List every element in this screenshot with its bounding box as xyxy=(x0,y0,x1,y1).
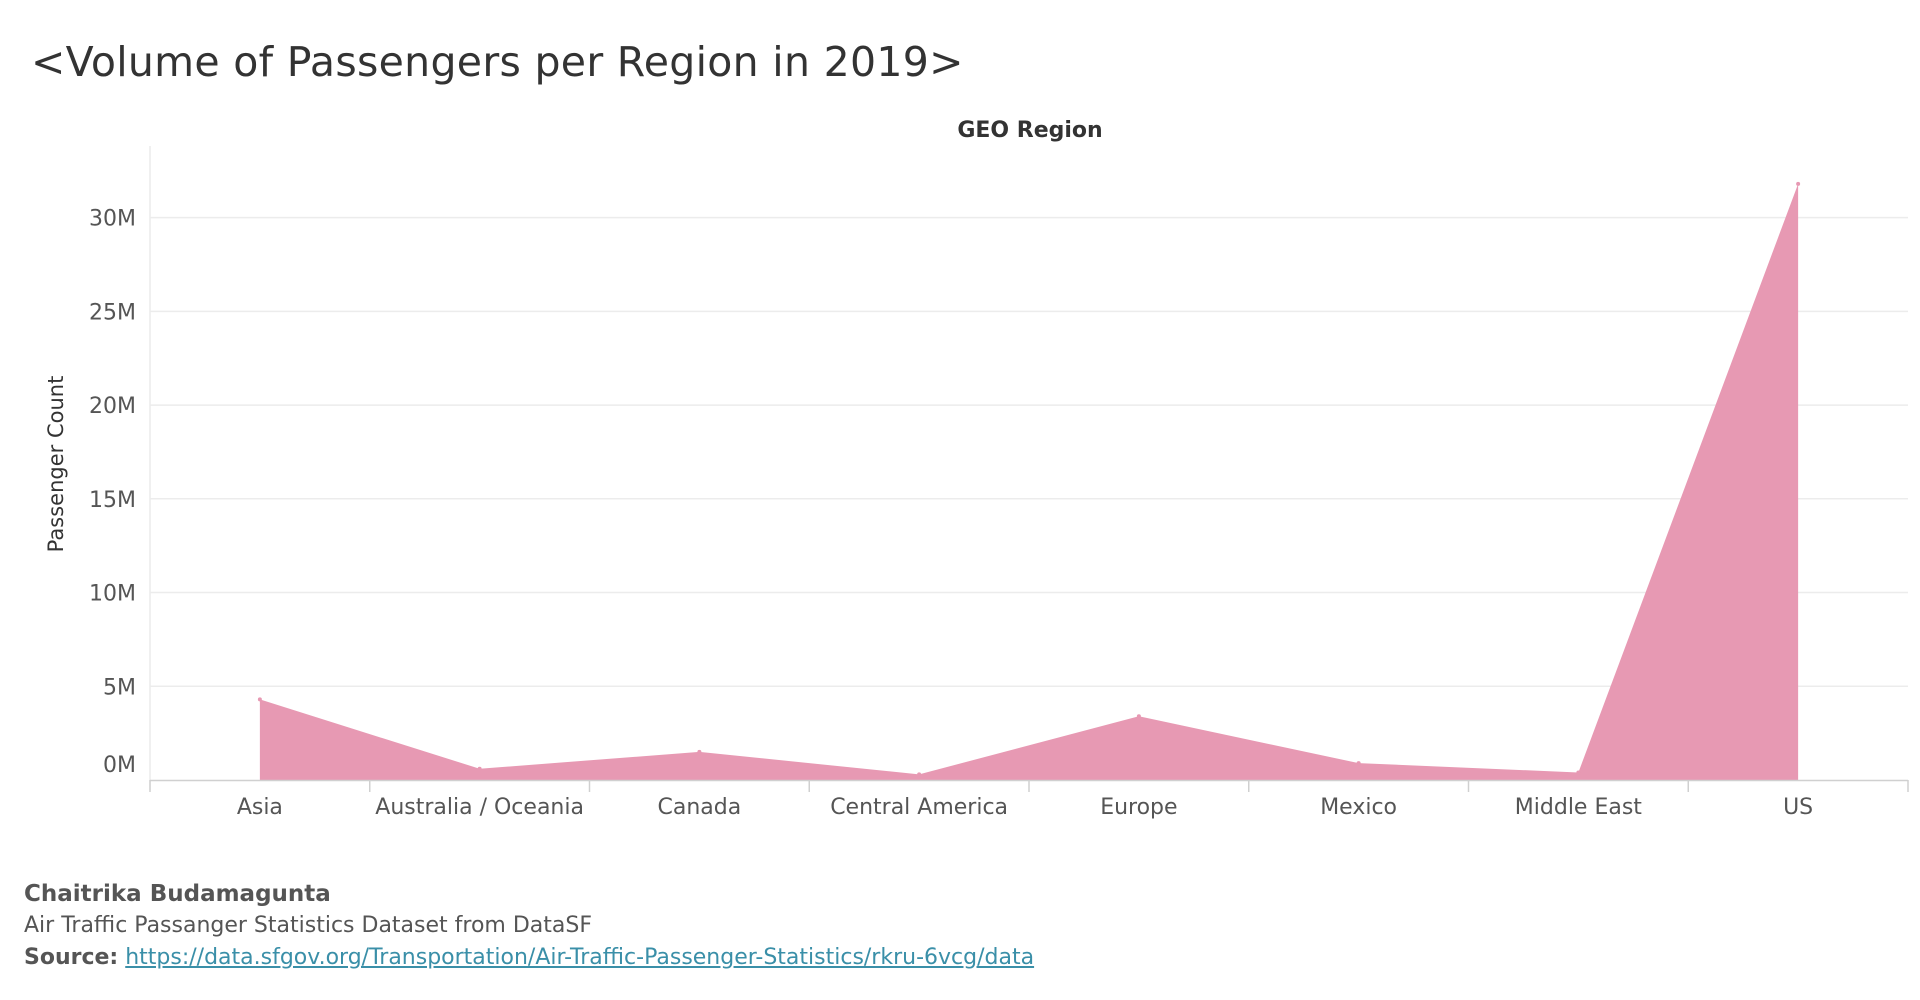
x-tick-labels: Asia Australia / Oceania Canada Central Ame… xyxy=(237,795,1813,820)
x-header-label: GEO Region xyxy=(957,118,1103,143)
x-tick-label: Central America xyxy=(830,795,1008,820)
chart-title: <Volume of Passengers per Region in 2019… xyxy=(31,38,964,86)
data-point-us xyxy=(1796,181,1801,186)
y-tick-label: 10M xyxy=(89,582,136,607)
area-layer xyxy=(257,181,1801,780)
area-series xyxy=(259,183,1799,780)
author-name: Chaitrika Budamagunta xyxy=(24,881,331,907)
y-tick-label: 30M xyxy=(89,207,136,232)
footer: Chaitrika Budamagunta Air Traffic Passan… xyxy=(24,878,1034,974)
data-point-canada xyxy=(697,749,702,754)
axis-layer xyxy=(149,146,1909,792)
data-point-central-america xyxy=(917,772,922,777)
area-chart: 0M 5M 10M 15M 20M 25M 30M Asia Australia / Ocea… xyxy=(89,146,1909,820)
y-tick-labels: 0M 5M 10M 15M 20M 25M 30M xyxy=(89,207,136,778)
data-point-asia xyxy=(257,697,262,702)
data-point-europe xyxy=(1136,714,1141,719)
y-tick-label: 20M xyxy=(89,394,136,419)
x-tick-label: Middle East xyxy=(1515,795,1643,820)
x-tick-label: Canada xyxy=(658,795,742,820)
y-tick-label: 5M xyxy=(103,675,136,700)
source-label: Source: xyxy=(24,945,119,970)
x-tick-label: Asia xyxy=(237,795,283,820)
y-tick-label: 15M xyxy=(89,488,136,513)
grid-lines xyxy=(150,216,1908,688)
x-tick-label: Mexico xyxy=(1320,795,1397,820)
x-tick-label: US xyxy=(1783,795,1813,820)
y-tick-label: 0M xyxy=(103,753,136,778)
x-tick-label: Australia / Oceania xyxy=(375,795,584,820)
source-link[interactable]: https://data.sfgov.org/Transportation/Ai… xyxy=(125,945,1035,970)
source-line: Source: https://data.sfgov.org/Transport… xyxy=(24,942,1034,974)
x-tick-label: Europe xyxy=(1100,795,1177,820)
data-point-mexico xyxy=(1356,761,1361,766)
data-point-australia-oceania xyxy=(477,766,482,771)
dataset-description: Air Traffic Passanger Statistics Dataset… xyxy=(24,913,592,938)
y-tick-label: 25M xyxy=(89,300,136,325)
data-point-middle-east xyxy=(1576,770,1581,775)
